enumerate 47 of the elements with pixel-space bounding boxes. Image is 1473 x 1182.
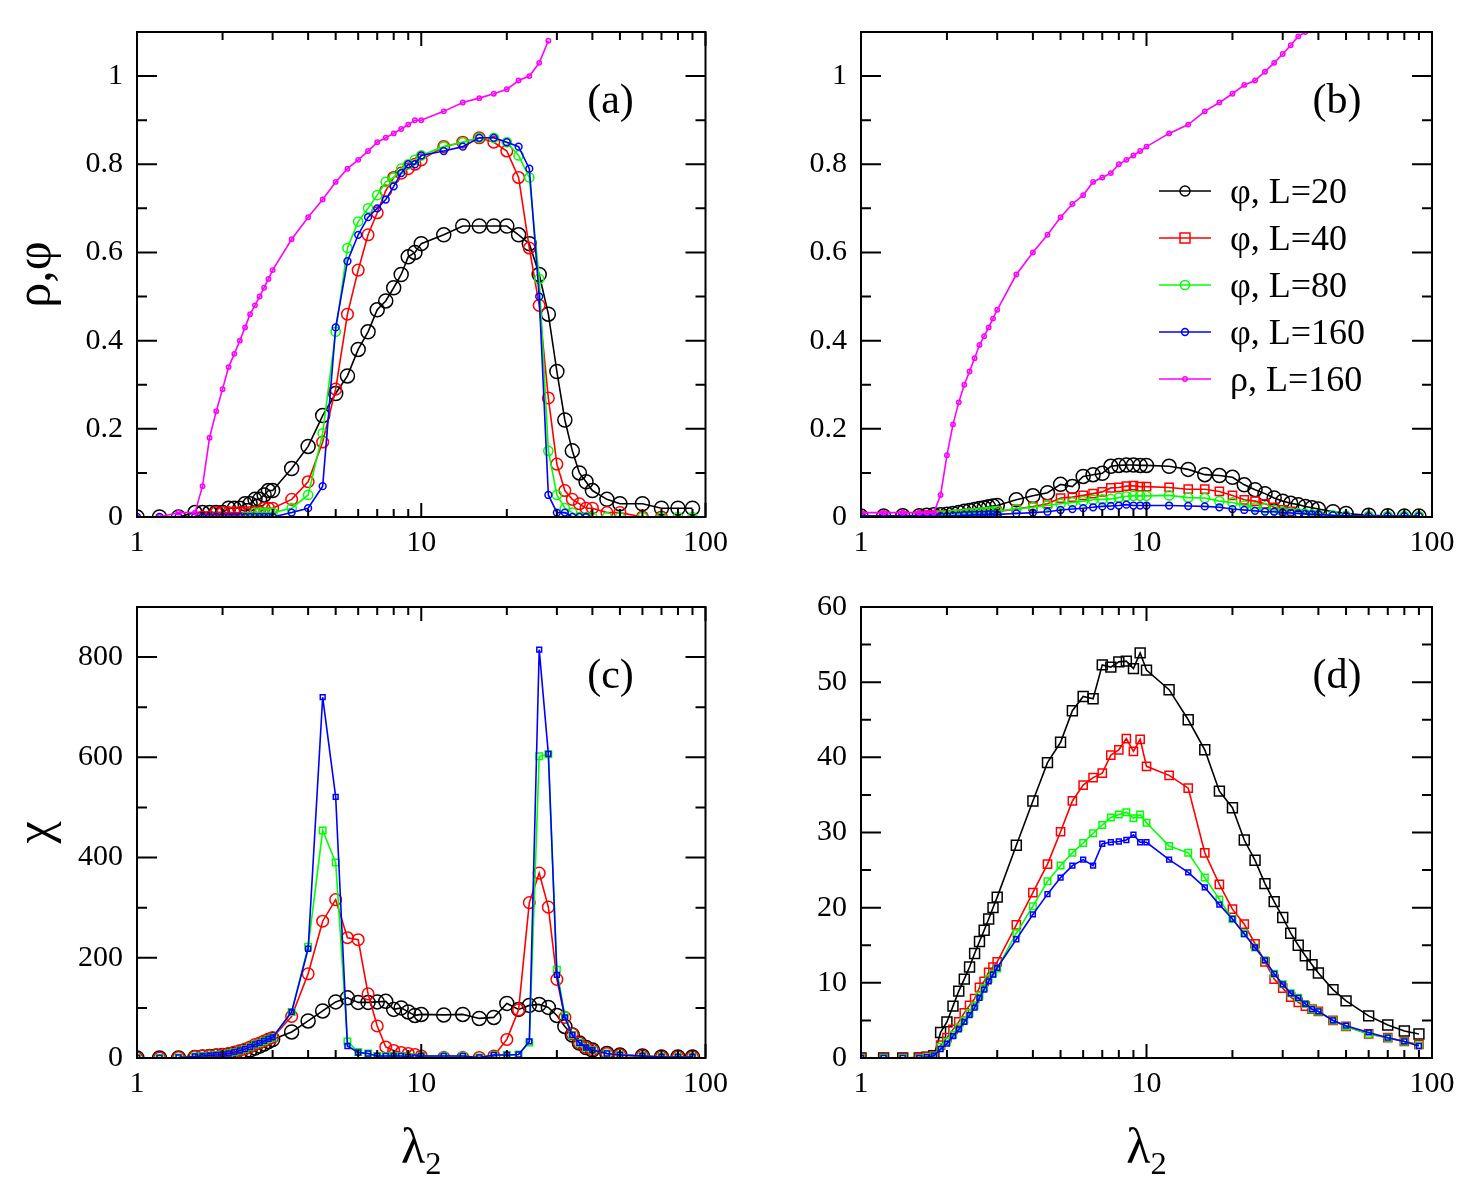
y-tick-label: 10	[817, 963, 847, 997]
y-tick-label: 800	[78, 637, 123, 671]
y-tick-label: 0.4	[85, 321, 123, 355]
x-tick-label: 100	[683, 1064, 728, 1098]
legend-label: φ, L=160	[1230, 311, 1366, 354]
annotation: (b)	[1312, 76, 1362, 124]
y-tick-label: 1	[832, 56, 847, 90]
y-tick-label: 600	[78, 738, 123, 772]
annotation: (a)	[587, 76, 634, 124]
x-tick-label: 10	[406, 523, 437, 557]
x-tick-label: 1	[129, 1064, 145, 1098]
x-tick-label: 10	[1131, 523, 1162, 557]
x-tick-label: 100	[1409, 1064, 1455, 1098]
y-tick-label: 0.2	[85, 409, 123, 443]
legend-label: φ, L=40	[1230, 217, 1348, 260]
x-tick-label: 100	[1409, 523, 1455, 557]
y-tick-label: 0.8	[85, 145, 123, 179]
x-tick-label: 10	[406, 1064, 437, 1098]
y-tick-label: 30	[817, 813, 847, 847]
x-tick-label: 1	[853, 1064, 869, 1098]
annotation: (c)	[587, 651, 634, 699]
legend-label: ρ, L=160	[1230, 358, 1363, 401]
y-tick-label: 400	[78, 838, 123, 872]
y-tick-label: 20	[817, 888, 847, 922]
legend-label: φ, L=20	[1230, 170, 1348, 213]
y-tick-label: 0	[108, 497, 123, 531]
y-tick-label: 0.6	[85, 233, 123, 267]
x-tick-label: 100	[683, 523, 728, 557]
x-tick-label: 10	[1131, 1064, 1162, 1098]
y-tick-label: 0.6	[809, 233, 847, 267]
y-tick-label: 0	[832, 1038, 847, 1072]
y-tick-label: 0.4	[809, 321, 847, 355]
y-axis-title: χ	[5, 821, 62, 845]
annotation: (d)	[1312, 651, 1362, 699]
y-tick-label: 0.8	[809, 145, 847, 179]
y-tick-label: 0.2	[809, 409, 847, 443]
y-tick-label: 60	[817, 587, 847, 621]
y-tick-label: 0	[108, 1038, 123, 1072]
x-tick-label: 1	[129, 523, 145, 557]
y-axis-title: ρ,φ	[5, 241, 62, 308]
legend-label: φ, L=80	[1230, 264, 1348, 307]
y-tick-label: 50	[817, 663, 847, 697]
y-tick-label: 40	[817, 738, 847, 772]
y-tick-label: 1	[108, 56, 123, 90]
x-tick-label: 1	[853, 523, 869, 557]
y-tick-label: 200	[78, 938, 123, 972]
y-tick-label: 0	[832, 497, 847, 531]
